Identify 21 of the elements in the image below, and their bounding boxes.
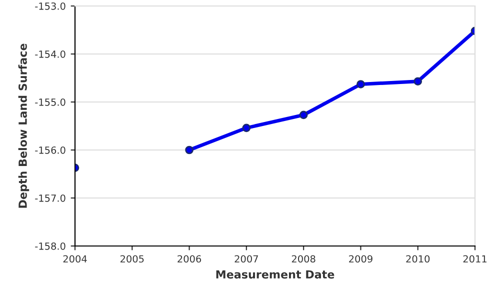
point xyxy=(414,77,422,86)
point xyxy=(185,146,194,154)
x-tick-label: 2009 xyxy=(349,255,372,263)
x-tick-label: 2007 xyxy=(234,255,258,263)
y-tick-label: -155.0 xyxy=(35,98,66,106)
x-axis-title: Measurement Date xyxy=(216,270,334,279)
y-axis-title: Depth Below Land Surface xyxy=(18,44,30,208)
x-tick-label: 2005 xyxy=(120,255,144,263)
y-tick-label: -153.0 xyxy=(35,2,66,10)
x-tick-label: 2010 xyxy=(406,255,430,263)
x-tick-label: 2011 xyxy=(463,255,486,263)
point xyxy=(242,124,251,132)
y-tick-label: -154.0 xyxy=(35,50,66,58)
x-tick-label: 2004 xyxy=(63,255,87,263)
point xyxy=(299,110,308,120)
y-tick-label: -158.0 xyxy=(35,242,66,250)
x-tick-label: 2006 xyxy=(178,255,202,263)
y-tick-label: -157.0 xyxy=(35,194,66,202)
y-tick-label: -156.0 xyxy=(35,146,66,154)
x-tick-label: 2008 xyxy=(292,255,316,263)
point xyxy=(356,80,365,88)
